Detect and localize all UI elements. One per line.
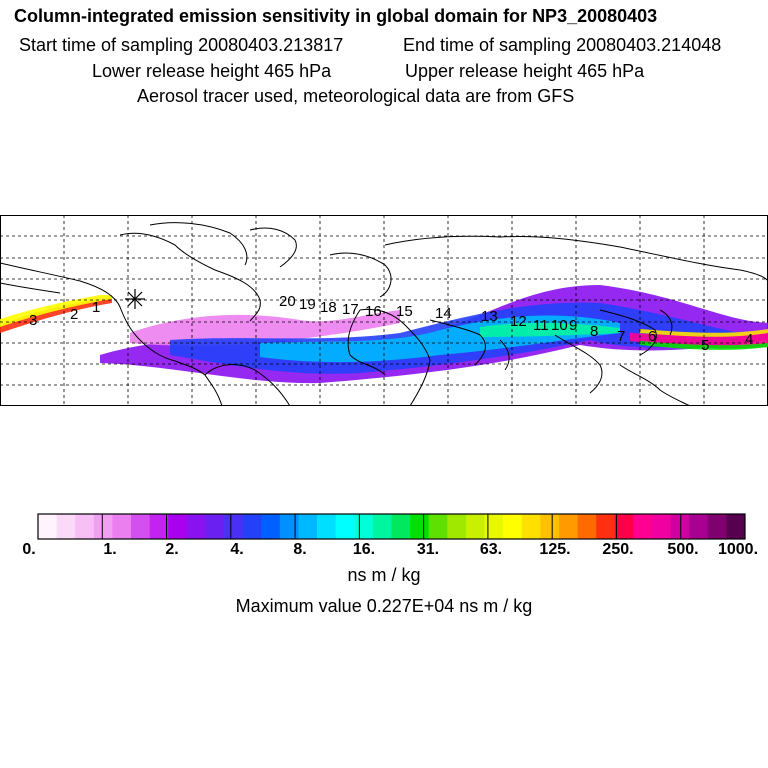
colorbar-frame [37,513,746,540]
colorbar-cell [186,514,206,539]
colorbar-cell [614,514,634,539]
asterisk-icon [125,289,145,309]
plume-layer [640,329,768,337]
plume-layer [0,295,112,327]
time-marker: 2 [70,306,78,323]
colorbar-cell [689,514,709,539]
time-marker: 20 [279,293,296,310]
colorbar-cell [335,514,355,539]
colorbar-cell [261,514,281,539]
time-marker: 8 [590,323,598,340]
colorbar-cell [670,514,690,539]
colorbar-cell [540,514,560,539]
colorbar-cell [447,514,467,539]
sensitivity-plume [0,285,768,384]
colorbar-tick-label: 1000. [718,541,758,558]
time-marker: 11 [533,317,549,334]
colorbar-cell [428,514,448,539]
colorbar-cell [298,514,318,539]
colorbar-cell [75,514,95,539]
colorbar: 0. 1. 2. 4. 8. 16. 31. 63. 125. 250. 500… [22,513,758,558]
colorbar-cell [93,514,113,539]
colorbar-cell [558,514,578,539]
time-marker: 4 [745,331,753,348]
time-marker: 13 [481,308,498,325]
colorbar-cell [131,514,150,539]
colorbar-cell [205,514,225,539]
time-marker: 3 [29,312,37,329]
colorbar-tick-label: 63. [480,541,502,558]
sampling-start-time: Start time of sampling 20080403.213817 [19,35,344,55]
colorbar-cell [279,514,299,539]
map-title: Column-integrated emission sensitivity i… [14,6,658,26]
colorbar-cell [651,514,671,539]
plume-layer [640,341,768,350]
colorbar-tick-label: 2. [165,541,178,558]
time-marker: 12 [510,313,527,330]
colorbar-cell [112,514,132,539]
colorbar-cell [484,514,504,539]
colorbar-cell [56,514,76,539]
lower-release-height: Lower release height 465 hPa [92,61,332,81]
colorbar-cell [354,514,374,539]
colorbar-tick-label: 4. [230,541,243,558]
time-marker: 17 [342,301,359,318]
colorbar-cell [149,514,169,539]
time-marker: 5 [701,337,709,354]
time-marker: 1 [92,299,100,316]
plume-layer [480,322,620,337]
colorbar-unit: ns m / kg [347,565,421,585]
colorbar-cell [224,514,243,539]
maximum-value-label: Maximum value 0.227E+04 ns m / kg [235,596,533,616]
colorbar-cell [633,514,653,539]
colorbar-tick-label: 31. [417,541,439,558]
time-marker: 18 [320,299,337,316]
upper-release-height: Upper release height 465 hPa [405,61,645,81]
time-marker: 19 [299,296,316,313]
colorbar-cell [391,514,411,539]
time-marker: 14 [435,305,452,322]
graticule [0,215,768,406]
colorbar-cell [372,514,392,539]
time-marker: 15 [396,303,413,320]
colorbar-tick-label: 0. [22,541,35,558]
time-marker: 16 [365,303,382,320]
colorbar-tick-label: 500. [667,541,698,558]
colorbar-tick-label: 250. [602,541,633,558]
colorbar-cell [596,514,616,539]
colorbar-cell [168,514,188,539]
colorbar-tick-label: 125. [539,541,570,558]
colorbar-cell [410,514,430,539]
colorbar-cell [242,514,262,539]
colorbar-cell [577,514,597,539]
colorbar-cell [465,514,485,539]
colorbar-tick-label: 16. [353,541,375,558]
tracer-note: Aerosol tracer used, meteorological data… [137,86,575,106]
colorbar-cell [707,514,727,539]
time-marker: 6 [648,328,656,345]
colorbar-cell [38,514,57,539]
colorbar-cell [503,514,523,539]
sensitivity-map: 3 2 1 20 19 18 17 16 15 14 13 12 11 10 9… [0,215,768,406]
time-marker: 10 [551,317,568,334]
sampling-end-time: End time of sampling 20080403.214048 [403,35,722,55]
colorbar-tick-label: 1. [103,541,116,558]
time-marker: 7 [617,328,625,345]
plume-layer [130,310,400,346]
plume-layer [0,297,112,333]
colorbar-tick-label: 8. [293,541,306,558]
colorbar-cells [38,514,746,539]
colorbar-cell [521,514,541,539]
colorbar-ticks [101,514,682,539]
time-marker: 9 [569,317,577,334]
colorbar-cell [726,514,746,539]
colorbar-cell [317,514,336,539]
coastlines [0,222,768,406]
